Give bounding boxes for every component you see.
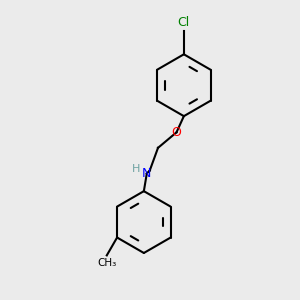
Text: CH₃: CH₃: [97, 258, 116, 268]
Text: Cl: Cl: [178, 16, 190, 29]
Text: N: N: [142, 167, 152, 180]
Text: H: H: [131, 164, 140, 174]
Text: O: O: [172, 126, 182, 139]
